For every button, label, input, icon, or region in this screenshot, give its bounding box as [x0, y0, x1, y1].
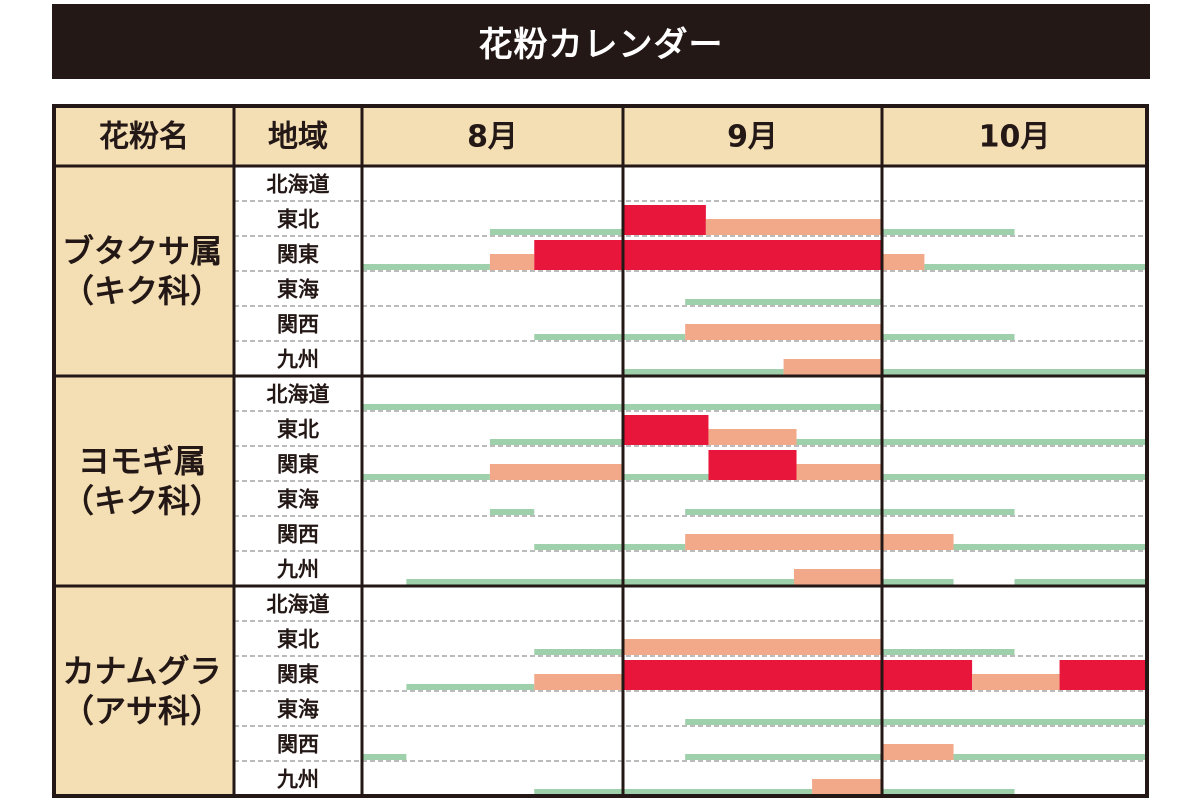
pollen-bar-low: [489, 439, 623, 445]
pollen-bar-mid: [882, 254, 925, 270]
pollen-bar-low: [953, 544, 1147, 550]
region-label: 関西: [277, 733, 319, 757]
pollen-bar-low: [882, 334, 1015, 340]
pollen-bar-low: [362, 474, 490, 480]
pollen-bar-mid: [534, 674, 623, 690]
region-label: 東海: [277, 278, 319, 302]
pollen-bar-mid: [489, 254, 535, 270]
region-label: 関東: [277, 663, 319, 687]
pollen-bar-mid: [972, 674, 1060, 690]
pollen-bar-low: [534, 649, 623, 655]
pollen-name-cell: [54, 586, 234, 796]
pollen-name-cell: [54, 376, 234, 586]
region-label: 北海道: [267, 173, 330, 197]
pollen-bar-mid: [812, 779, 882, 795]
pollen-bar-high: [708, 450, 797, 480]
pollen-name-line: ブタクサ属: [62, 232, 222, 270]
pollen-bar-low: [623, 369, 784, 375]
pollen-bar-low: [623, 789, 813, 795]
pollen-name-line: カナムグラ: [62, 652, 221, 690]
pollen-bar-low: [406, 579, 794, 585]
pollen-bar-high: [623, 415, 709, 445]
pollen-bar-low: [882, 649, 1015, 655]
pollen-bar-low: [406, 684, 535, 690]
pollen-bar-mid: [783, 359, 882, 375]
pollen-bar-low: [882, 789, 1015, 795]
pollen-bar-low: [534, 789, 623, 795]
pollen-bar-low: [882, 474, 1147, 480]
pollen-bar-mid: [882, 744, 954, 760]
pollen-bar-low: [924, 264, 1147, 270]
header-pollen-name: 花粉名: [99, 120, 189, 155]
region-label: 関東: [277, 243, 319, 267]
pollen-bar-low: [489, 509, 535, 515]
pollen-bar-mid: [793, 569, 882, 585]
pollen-bar-low: [685, 299, 882, 305]
pollen-bar-low: [534, 544, 686, 550]
pollen-name-cell: [54, 166, 234, 376]
header-row-bg: [54, 106, 1147, 166]
region-label: 九州: [276, 768, 319, 792]
pollen-bar-low: [796, 439, 1147, 445]
chart-title: 花粉カレンダー: [478, 25, 724, 65]
region-label: 関西: [277, 313, 319, 337]
pollen-bar-low: [362, 754, 407, 760]
region-label: 東海: [277, 698, 319, 722]
header-month-10: 10月: [979, 120, 1051, 155]
pollen-bar-low: [685, 754, 882, 760]
pollen-bar-high: [1059, 660, 1147, 690]
header-month-9: 9月: [727, 120, 778, 155]
pollen-bar-low: [882, 579, 954, 585]
header-month-8: 8月: [467, 120, 518, 155]
region-label: 北海道: [267, 383, 330, 407]
table-border: [52, 104, 1149, 798]
pollen-bar-low: [534, 334, 686, 340]
pollen-bar-mid: [685, 534, 954, 550]
pollen-bar-low: [882, 369, 1147, 375]
pollen-bar-high: [623, 660, 973, 690]
pollen-name-line: （キク科）: [62, 272, 222, 310]
pollen-bar-low: [685, 509, 1015, 515]
region-label: 関東: [277, 453, 319, 477]
pollen-bar-low: [489, 229, 623, 235]
pollen-name-line: ヨモギ属: [78, 442, 206, 480]
pollen-bar-low: [623, 474, 709, 480]
pollen-bar-mid: [685, 324, 882, 340]
pollen-bar-mid: [623, 639, 882, 655]
pollen-bar-low: [1014, 579, 1147, 585]
pollen-name-line: （アサ科）: [62, 692, 222, 730]
region-label: 東北: [277, 418, 319, 442]
title-bar: 花粉カレンダー: [52, 4, 1150, 79]
region-label: 東北: [277, 628, 319, 652]
pollen-bar-low: [882, 229, 1015, 235]
pollen-bar-low: [685, 719, 1147, 725]
pollen-bar-mid: [708, 429, 797, 445]
region-label: 九州: [276, 558, 319, 582]
pollen-name-line: （キク科）: [62, 482, 222, 520]
region-label: 東北: [277, 208, 319, 232]
pollen-bar-mid: [489, 464, 623, 480]
pollen-bar-high: [623, 205, 706, 235]
region-label: 東海: [277, 488, 319, 512]
pollen-bar-mid: [796, 464, 882, 480]
region-label: 北海道: [267, 593, 330, 617]
pollen-bar-low: [953, 754, 1147, 760]
region-label: 九州: [276, 348, 319, 372]
pollen-bar-high: [534, 240, 882, 270]
pollen-bar-mid: [705, 219, 882, 235]
header-region: 地域: [268, 120, 328, 155]
region-label: 関西: [277, 523, 319, 547]
pollen-bar-low: [362, 264, 490, 270]
